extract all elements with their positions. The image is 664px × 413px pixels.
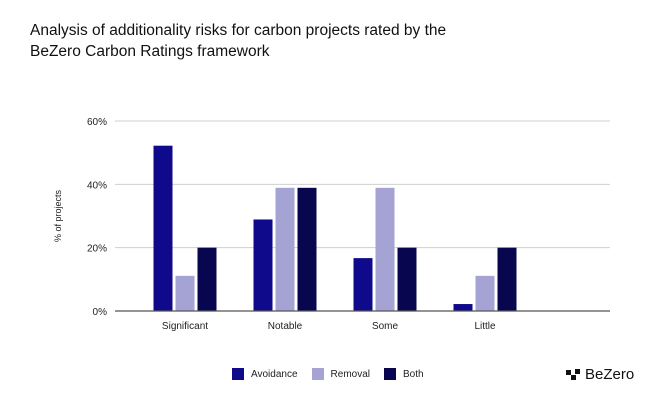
legend-swatch (232, 368, 244, 380)
bezero-logo: BeZero (566, 366, 634, 383)
legend-swatch (384, 368, 396, 380)
y-tick-label: 20% (87, 244, 107, 255)
bar-removal (275, 187, 295, 311)
legend-item: Both (384, 368, 424, 380)
x-tick-label: Notable (268, 321, 303, 332)
bar-avoidance (453, 304, 473, 311)
legend-item: Removal (311, 368, 370, 380)
legend-swatch (311, 368, 324, 380)
legend-label: Removal (330, 368, 370, 380)
bar-avoidance (353, 258, 373, 311)
bar-both (397, 247, 417, 311)
bar-both (197, 247, 217, 311)
y-axis-label: % of projects (53, 189, 63, 242)
bar-removal (475, 275, 495, 311)
logo-text: BeZero (585, 366, 635, 383)
legend-label: Both (403, 368, 424, 380)
bar-removal (175, 275, 195, 311)
bar-avoidance (153, 145, 173, 311)
x-tick-label: Significant (162, 321, 208, 332)
y-tick-label: 0% (93, 307, 108, 318)
x-tick-label: Little (474, 321, 496, 332)
y-tick-label: 60% (87, 117, 107, 128)
bar-both (497, 247, 517, 311)
y-tick-label: 40% (87, 180, 107, 191)
x-tick-label: Some (372, 321, 399, 332)
legend-label: Avoidance (251, 368, 298, 380)
bar-both (297, 187, 317, 311)
bar-removal (375, 187, 395, 311)
legend: Avoidance Removal Both (232, 368, 424, 380)
chart-title: Analysis of additionality risks for carb… (30, 22, 447, 60)
bezero-logo-icon (566, 368, 580, 380)
bar-avoidance (253, 219, 273, 311)
legend-item: Avoidance (232, 368, 298, 380)
